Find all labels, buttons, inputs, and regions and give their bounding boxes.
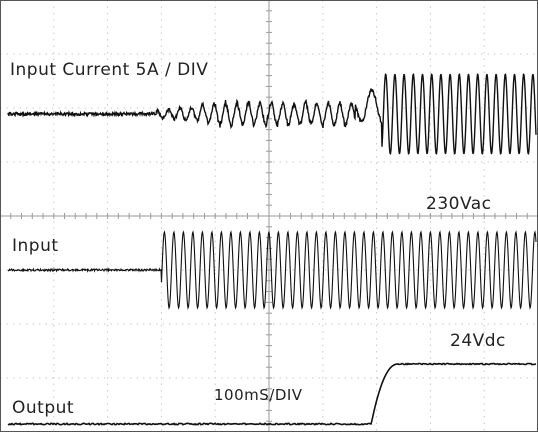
timebase-label: 100mS/DIV [214,386,303,404]
output-voltage-value: 24Vdc [450,331,506,351]
output-label: Output [12,398,75,418]
input-voltage-trace [7,230,537,310]
input-current-label: Input Current 5A / DIV [10,60,209,80]
input-current-trace [7,73,537,155]
input-label: Input [12,236,59,256]
input-voltage-value: 230Vac [426,194,492,214]
output-voltage-trace [7,362,537,426]
